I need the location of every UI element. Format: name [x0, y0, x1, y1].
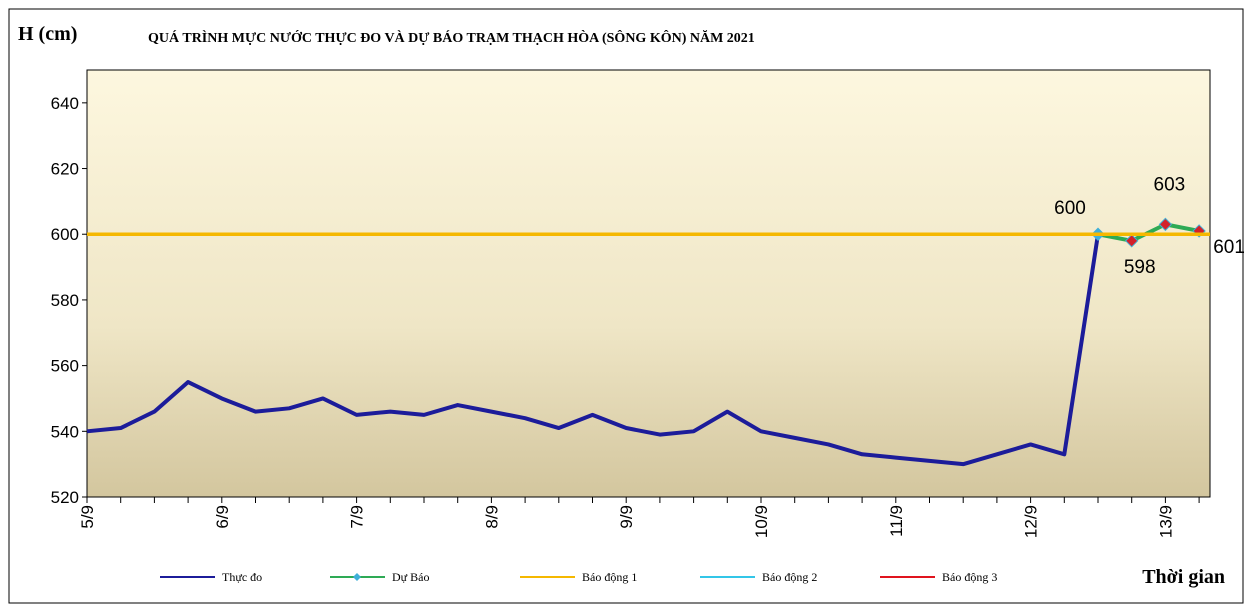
data-label: 598: [1124, 257, 1156, 278]
data-label: 603: [1154, 174, 1186, 195]
x-tick-label: 7/9: [348, 505, 367, 529]
x-tick-label: 6/9: [213, 505, 232, 529]
legend-label: Báo động 2: [762, 570, 817, 584]
legend-label: Báo động 3: [942, 570, 997, 584]
y-tick-label: 540: [51, 422, 79, 441]
y-tick-label: 620: [51, 160, 79, 179]
data-label: 601: [1213, 237, 1245, 258]
y-tick-label: 580: [51, 291, 79, 310]
legend-label: Dự Báo: [392, 570, 430, 584]
legend-label: Thực đo: [222, 570, 262, 584]
x-tick-label: 9/9: [617, 505, 636, 529]
marker: [1158, 217, 1173, 232]
x-tick-label: 12/9: [1022, 505, 1041, 538]
x-tick-label: 13/9: [1156, 505, 1175, 538]
series-line: [86, 233, 1100, 467]
x-axis-label: Thời gian: [1142, 566, 1225, 588]
x-tick-label: 10/9: [752, 505, 771, 538]
plot-area: [86, 69, 1211, 498]
y-tick-label: 560: [51, 357, 79, 376]
y-tick-label: 600: [51, 225, 79, 244]
x-tick-label: 8/9: [482, 505, 501, 529]
chart-title: QUÁ TRÌNH MỰC NƯỚC THỰC ĐO VÀ DỰ BÁO TRẠ…: [148, 29, 755, 46]
legend-marker: [353, 573, 361, 581]
x-tick-label: 11/9: [887, 505, 906, 537]
data-label: 600: [1054, 198, 1086, 219]
x-tick-label: 5/9: [78, 505, 97, 529]
y-axis-label: H (cm): [18, 23, 77, 45]
marker: [1124, 234, 1139, 248]
legend-label: Báo động 1: [582, 570, 637, 584]
y-tick-label: 640: [51, 94, 79, 113]
y-tick-label: 520: [51, 488, 79, 507]
